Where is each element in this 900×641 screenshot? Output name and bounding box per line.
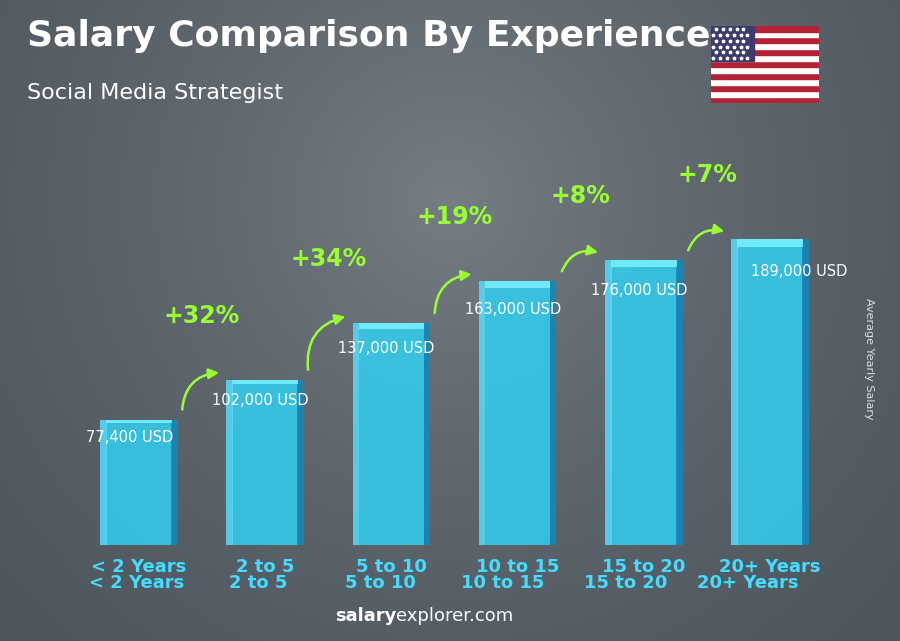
Bar bbox=[297, 380, 304, 545]
Text: Salary Comparison By Experience: Salary Comparison By Experience bbox=[27, 19, 710, 53]
Bar bbox=[550, 281, 556, 545]
Text: 189,000 USD: 189,000 USD bbox=[752, 264, 848, 279]
Text: 20+ Years: 20+ Years bbox=[697, 574, 798, 592]
Text: +8%: +8% bbox=[551, 185, 611, 208]
Bar bbox=[485, 281, 551, 545]
Bar bbox=[171, 420, 177, 545]
Bar bbox=[232, 380, 298, 545]
Text: Social Media Strategist: Social Media Strategist bbox=[27, 83, 283, 103]
Bar bbox=[106, 420, 172, 545]
Bar bbox=[485, 281, 551, 288]
Bar bbox=[711, 55, 819, 61]
Bar bbox=[479, 281, 485, 545]
Text: explorer.com: explorer.com bbox=[396, 607, 513, 625]
Text: 20+ Years: 20+ Years bbox=[719, 558, 821, 576]
Bar bbox=[711, 37, 819, 44]
Bar bbox=[424, 324, 430, 545]
Text: 10 to 15: 10 to 15 bbox=[462, 574, 544, 592]
Bar bbox=[711, 73, 819, 79]
Bar bbox=[358, 324, 424, 329]
Bar bbox=[737, 239, 803, 247]
Bar bbox=[106, 420, 172, 423]
Bar bbox=[711, 44, 819, 49]
Bar bbox=[676, 260, 683, 545]
Bar bbox=[711, 85, 819, 91]
Bar bbox=[226, 380, 233, 545]
Text: Average Yearly Salary: Average Yearly Salary bbox=[863, 298, 874, 420]
Text: 5 to 10: 5 to 10 bbox=[356, 558, 427, 576]
Bar bbox=[711, 79, 819, 85]
Text: salary: salary bbox=[335, 607, 396, 625]
Bar bbox=[711, 20, 754, 61]
Bar bbox=[353, 324, 359, 545]
Bar bbox=[711, 31, 819, 37]
Bar bbox=[358, 324, 424, 545]
Bar bbox=[711, 97, 819, 103]
Bar bbox=[732, 239, 738, 545]
Text: 15 to 20: 15 to 20 bbox=[602, 558, 686, 576]
Bar bbox=[711, 91, 819, 97]
Bar bbox=[711, 67, 819, 73]
Text: +32%: +32% bbox=[164, 304, 240, 328]
Bar bbox=[711, 49, 819, 55]
Text: 10 to 15: 10 to 15 bbox=[476, 558, 559, 576]
Text: < 2 Years: < 2 Years bbox=[91, 558, 186, 576]
Text: +19%: +19% bbox=[417, 205, 492, 229]
Bar bbox=[100, 420, 106, 545]
Bar bbox=[737, 239, 803, 545]
Bar bbox=[611, 260, 677, 267]
Text: +34%: +34% bbox=[290, 247, 366, 271]
Bar bbox=[711, 26, 819, 31]
Text: 2 to 5: 2 to 5 bbox=[230, 574, 288, 592]
Text: 15 to 20: 15 to 20 bbox=[583, 574, 667, 592]
Bar bbox=[232, 380, 298, 384]
Text: 137,000 USD: 137,000 USD bbox=[338, 341, 435, 356]
Text: 77,400 USD: 77,400 USD bbox=[86, 429, 173, 445]
Bar bbox=[605, 260, 612, 545]
Bar bbox=[611, 260, 677, 545]
Text: 102,000 USD: 102,000 USD bbox=[212, 393, 309, 408]
Bar bbox=[711, 61, 819, 67]
Text: 163,000 USD: 163,000 USD bbox=[464, 303, 561, 317]
Text: +7%: +7% bbox=[677, 163, 737, 187]
Text: 5 to 10: 5 to 10 bbox=[346, 574, 416, 592]
Text: 2 to 5: 2 to 5 bbox=[236, 558, 294, 576]
Bar bbox=[803, 239, 809, 545]
Text: 176,000 USD: 176,000 USD bbox=[591, 283, 688, 298]
Text: < 2 Years: < 2 Years bbox=[89, 574, 184, 592]
